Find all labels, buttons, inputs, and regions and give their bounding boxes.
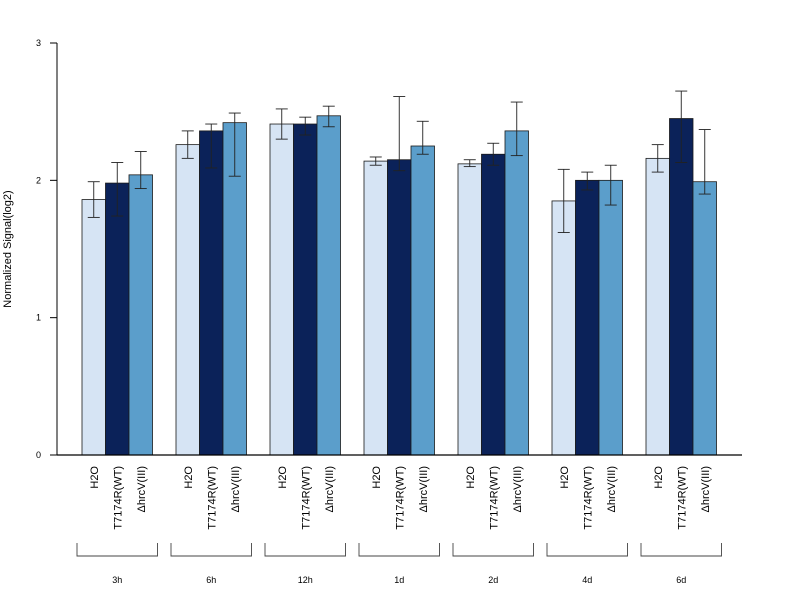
- bar: [199, 130, 224, 456]
- category-labels: H2O T7174R(WT) ΔhrcV(III) H2O T7174R(WT) Δhrc…: [89, 466, 712, 530]
- group-bracket: [640, 543, 722, 557]
- bar: [551, 200, 576, 456]
- bar: [363, 160, 388, 456]
- category-label: H2O: [277, 466, 289, 489]
- y-axis: 0 1 2 3: [36, 38, 58, 460]
- category-label: H2O: [465, 466, 477, 489]
- group-label: 4d: [582, 575, 592, 585]
- category-label: ΔhrcV(III): [700, 466, 712, 512]
- category-label: ΔhrcV(III): [512, 466, 524, 512]
- bar: [316, 115, 341, 456]
- error-bars: [87, 90, 711, 233]
- group-bracket: [170, 543, 252, 557]
- group-bracket: [546, 543, 628, 557]
- category-label: H2O: [89, 466, 101, 489]
- y-tick-label: 3: [36, 38, 41, 48]
- bar: [575, 179, 600, 456]
- bar: [105, 182, 130, 456]
- group-label: 1d: [394, 575, 404, 585]
- group-bracket: [264, 543, 346, 557]
- bar: [387, 159, 412, 456]
- category-label: ΔhrcV(III): [606, 466, 618, 512]
- y-tick-label: 1: [36, 313, 41, 323]
- group-labels: 3h 6h 12h 1d 2d 4d 6d: [76, 543, 722, 585]
- bar: [504, 130, 529, 456]
- group-label: 12h: [298, 575, 313, 585]
- bar: [410, 145, 435, 456]
- category-label: T7174R(WT): [112, 466, 124, 530]
- category-label: T7174R(WT): [300, 466, 312, 530]
- group-label: 3h: [112, 575, 122, 585]
- bar: [598, 179, 623, 456]
- group-label: 2d: [488, 575, 498, 585]
- category-label: ΔhrcV(III): [324, 466, 336, 512]
- group-bracket: [358, 543, 440, 557]
- bars: [81, 115, 717, 456]
- group-label: 6d: [676, 575, 686, 585]
- category-label: ΔhrcV(III): [230, 466, 242, 512]
- bar: [692, 181, 717, 456]
- category-label: H2O: [559, 466, 571, 489]
- category-label: T7174R(WT): [582, 466, 594, 530]
- bar: [128, 174, 153, 456]
- category-label: H2O: [371, 466, 383, 489]
- bar: [645, 157, 670, 456]
- category-label: T7174R(WT): [394, 466, 406, 530]
- bar: [293, 123, 318, 456]
- group-label: 6h: [206, 575, 216, 585]
- y-tick-label: 2: [36, 175, 41, 185]
- bar: [269, 123, 294, 456]
- category-label: H2O: [183, 466, 195, 489]
- y-axis-label: Normalized Signal(log2): [2, 190, 14, 307]
- bar: [175, 144, 200, 456]
- group-bracket: [76, 543, 158, 557]
- category-label: T7174R(WT): [676, 466, 688, 530]
- category-label: ΔhrcV(III): [136, 466, 148, 512]
- bar: [481, 153, 506, 456]
- bar: [457, 163, 482, 456]
- bar: [669, 118, 694, 456]
- category-label: T7174R(WT): [206, 466, 218, 530]
- category-label: T7174R(WT): [488, 466, 500, 530]
- category-label: ΔhrcV(III): [418, 466, 430, 512]
- y-tick-label: 0: [36, 450, 41, 460]
- category-label: H2O: [653, 466, 665, 489]
- group-bracket: [452, 543, 534, 557]
- bar: [81, 199, 106, 456]
